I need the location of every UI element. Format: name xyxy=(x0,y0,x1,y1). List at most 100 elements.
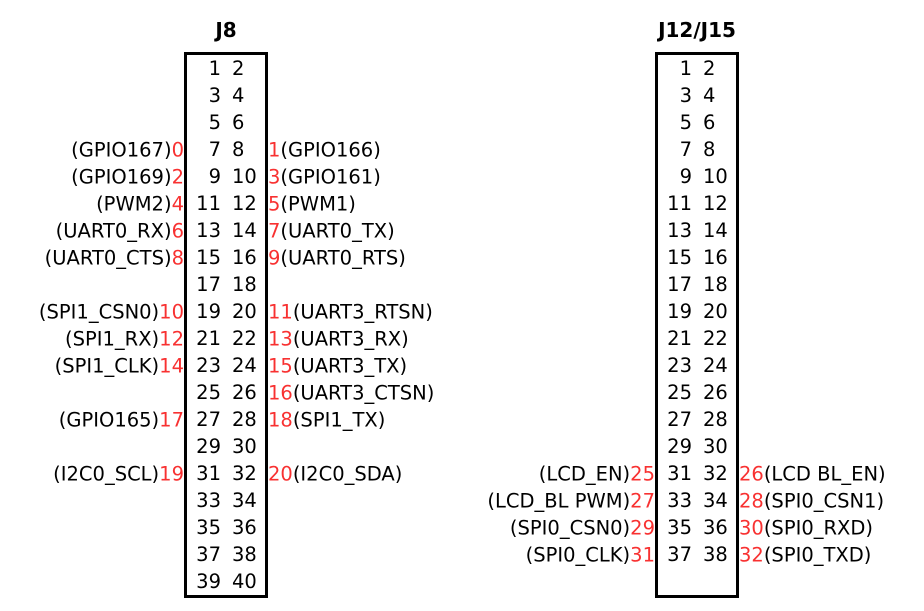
signal-name: (GPIO161) xyxy=(280,164,381,188)
signal-name: (UART3_CTSN) xyxy=(292,380,435,404)
right-signal-label: 5(PWM1) xyxy=(268,194,356,214)
pin-row: 35 36 xyxy=(187,514,265,541)
pin-number-right: 8 xyxy=(703,137,716,161)
pin-numbers: 19 20 xyxy=(187,302,265,322)
pin-numbers: 25 26 xyxy=(658,383,736,403)
pin-number-left: 33 xyxy=(196,488,221,512)
signal-name: (UART3_RTSN) xyxy=(292,299,433,323)
pin-row: (SPI0_CLK)31 37 38 32(SPI0_TXD) xyxy=(526,541,872,568)
pin-row: 29 30 xyxy=(187,433,265,460)
right-signal-label: 32(SPI0_TXD) xyxy=(739,545,871,565)
signal-name: (LCD_EN) xyxy=(538,461,631,485)
pin-numbers: 9 10 xyxy=(187,167,265,187)
left-signal-label: (SPI0_CSN0)29 xyxy=(510,518,655,538)
pin-numbers: 13 14 xyxy=(658,221,736,241)
left-signal-label: (LCD_BL PWM)27 xyxy=(487,491,655,511)
left-signal-label: (UART0_RX)6 xyxy=(56,221,184,241)
pin-number-left: 19 xyxy=(196,299,221,323)
gpio-index: 26 xyxy=(739,461,764,485)
signal-name: (SPI0_TXD) xyxy=(763,542,872,566)
pin-number-left: 11 xyxy=(196,191,221,215)
pin-number-left: 9 xyxy=(679,164,692,188)
pin-number-right: 10 xyxy=(232,164,257,188)
pin-number-left: 3 xyxy=(679,83,692,107)
left-signal-label: (SPI1_RX)12 xyxy=(65,329,184,349)
pin-number-left: 31 xyxy=(196,461,221,485)
pin-number-right: 14 xyxy=(232,218,257,242)
gpio-index: 9 xyxy=(268,245,281,269)
signal-name: (UART0_RTS) xyxy=(280,245,406,269)
pin-number-right: 32 xyxy=(703,461,728,485)
pin-numbers: 33 34 xyxy=(658,491,736,511)
gpio-index: 29 xyxy=(630,515,655,539)
gpio-index: 25 xyxy=(630,461,655,485)
right-signal-label: 15(UART3_TX) xyxy=(268,356,407,376)
pin-numbers: 11 12 xyxy=(187,194,265,214)
right-signal-label: 1(GPIO166) xyxy=(268,140,381,160)
pin-number-left: 25 xyxy=(667,380,692,404)
signal-name: (I2C0_SDA) xyxy=(292,461,403,485)
right-signal-label: 3(GPIO161) xyxy=(268,167,381,187)
pin-number-right: 32 xyxy=(232,461,257,485)
pin-row: 17 18 xyxy=(187,271,265,298)
pin-number-left: 29 xyxy=(196,434,221,458)
right-signal-label: 7(UART0_TX) xyxy=(268,221,395,241)
pin-row: 9 10 xyxy=(658,163,736,190)
pin-row: 11 12 xyxy=(658,190,736,217)
pin-number-left: 5 xyxy=(208,110,221,134)
pin-number-left: 35 xyxy=(667,515,692,539)
pin-numbers: 29 30 xyxy=(187,437,265,457)
signal-name: (SPI1_TX) xyxy=(292,407,386,431)
pin-number-right: 16 xyxy=(703,245,728,269)
pin-numbers: 11 12 xyxy=(658,194,736,214)
pin-numbers: 31 32 xyxy=(187,464,265,484)
right-signal-label: 11(UART3_RTSN) xyxy=(268,302,433,322)
pin-number-left: 7 xyxy=(679,137,692,161)
pin-number-left: 3 xyxy=(208,83,221,107)
pin-number-right: 8 xyxy=(232,137,245,161)
pin-row: 27 28 xyxy=(658,406,736,433)
pin-number-right: 28 xyxy=(703,407,728,431)
signal-name: (UART3_TX) xyxy=(292,353,408,377)
gpio-index: 19 xyxy=(159,461,184,485)
gpio-index: 17 xyxy=(159,407,184,431)
pin-number-right: 30 xyxy=(703,434,728,458)
signal-name: (SPI1_RX) xyxy=(65,326,160,350)
pin-number-right: 14 xyxy=(703,218,728,242)
pin-number-right: 22 xyxy=(232,326,257,350)
pin-number-left: 19 xyxy=(667,299,692,323)
right-signal-label: 26(LCD BL_EN) xyxy=(739,464,886,484)
pin-row: 29 30 xyxy=(658,433,736,460)
pin-number-left: 9 xyxy=(208,164,221,188)
connector-title: J8 xyxy=(215,18,237,42)
signal-name: (UART0_TX) xyxy=(280,218,395,242)
pin-numbers: 35 36 xyxy=(187,518,265,538)
gpio-index: 1 xyxy=(268,137,281,161)
pin-numbers: 37 38 xyxy=(658,545,736,565)
pin-number-left: 23 xyxy=(667,353,692,377)
pin-numbers: 21 22 xyxy=(658,329,736,349)
pin-numbers: 17 18 xyxy=(187,275,265,295)
pin-number-left: 31 xyxy=(667,461,692,485)
pin-numbers: 23 24 xyxy=(658,356,736,376)
pin-row: (SPI1_CLK)14 23 24 15(UART3_TX) xyxy=(55,352,407,379)
pin-number-left: 15 xyxy=(667,245,692,269)
pin-numbers: 15 16 xyxy=(187,248,265,268)
signal-name: (GPIO169) xyxy=(71,164,172,188)
pin-number-left: 35 xyxy=(196,515,221,539)
pin-number-right: 12 xyxy=(232,191,257,215)
pin-row: (UART0_CTS)8 15 16 9(UART0_RTS) xyxy=(45,244,406,271)
pin-number-right: 26 xyxy=(703,380,728,404)
pin-number-left: 21 xyxy=(667,326,692,350)
gpio-index: 10 xyxy=(159,299,184,323)
